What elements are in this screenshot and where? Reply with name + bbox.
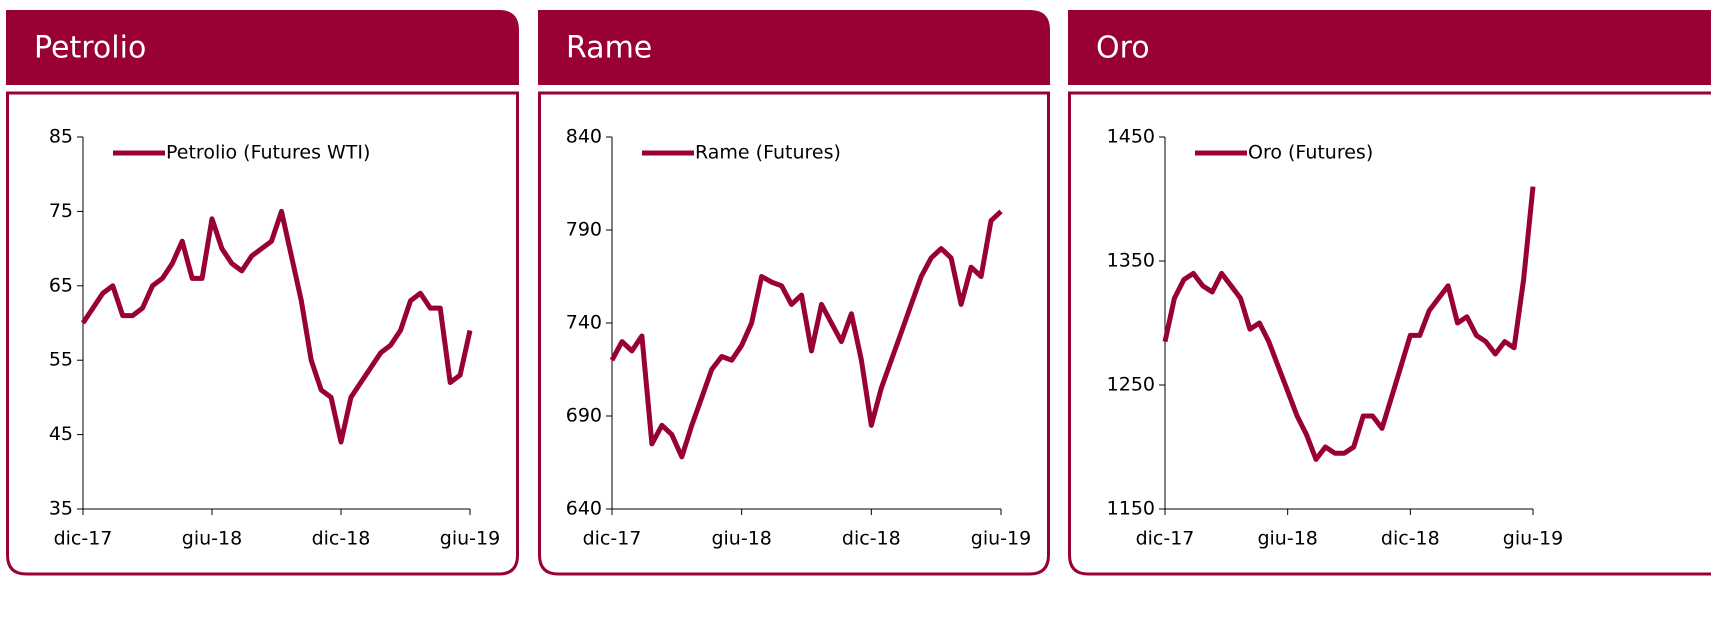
- panel-header: [538, 10, 1050, 85]
- data-line: [1162, 186, 1536, 462]
- legend-label: Rame (Futures): [695, 142, 841, 164]
- y-tick-label: 1150: [1107, 498, 1155, 520]
- panel-frame: [1068, 91, 1711, 576]
- x-tick-label: dic-18: [312, 528, 371, 550]
- y-tick-label: 75: [49, 200, 73, 222]
- y-tick-label: 35: [49, 498, 73, 520]
- y-tick-label: 45: [49, 423, 73, 445]
- y-tick-label: 640: [566, 498, 602, 520]
- x-tick-label: giu-18: [182, 528, 242, 550]
- x-tick-label: dic-18: [842, 528, 901, 550]
- x-tick-label: giu-19: [971, 528, 1031, 550]
- panel-frame: [6, 91, 519, 576]
- y-tick-label: 1350: [1107, 250, 1155, 272]
- y-tick-label: 85: [49, 126, 73, 148]
- legend-label: Oro (Futures): [1248, 142, 1373, 164]
- x-tick-label: giu-19: [440, 528, 500, 550]
- x-tick-label: dic-18: [1381, 528, 1440, 550]
- data-line: [80, 208, 473, 445]
- y-tick-label: 740: [566, 312, 602, 334]
- panel-header: [6, 10, 519, 85]
- x-tick-label: dic-17: [1136, 528, 1195, 550]
- x-tick-label: giu-19: [1503, 528, 1563, 550]
- panel-title: Rame: [566, 31, 652, 66]
- y-tick-label: 55: [49, 349, 73, 371]
- y-tick-label: 790: [566, 219, 602, 241]
- y-tick-label: 1450: [1107, 126, 1155, 148]
- y-tick-label: 65: [49, 274, 73, 296]
- y-tick-label: 690: [566, 405, 602, 427]
- x-tick-label: giu-18: [711, 528, 771, 550]
- panel-title: Oro: [1096, 31, 1150, 66]
- x-tick-label: giu-18: [1257, 528, 1317, 550]
- y-tick-label: 1250: [1107, 374, 1155, 396]
- legend-label: Petrolio (Futures WTI): [166, 142, 370, 164]
- x-tick-label: dic-17: [54, 528, 113, 550]
- x-tick-label: dic-17: [583, 528, 642, 550]
- y-tick-label: 840: [566, 126, 602, 148]
- panel-title: Petrolio: [34, 31, 146, 66]
- data-line: [609, 209, 1003, 460]
- panel-header: [1068, 10, 1711, 85]
- panel-frame: [538, 91, 1050, 576]
